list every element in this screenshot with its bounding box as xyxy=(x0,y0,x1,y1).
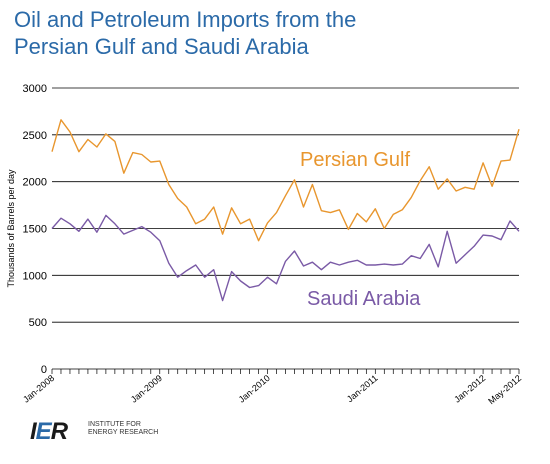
y-tick-label-1500: 1500 xyxy=(23,224,47,236)
y-axis-title: Thousands of Barrels per day xyxy=(6,169,16,288)
x-tick-label-Jan-2010: Jan-2010 xyxy=(237,373,272,405)
x-tick-label-May-2012: May-2012 xyxy=(486,373,523,406)
y-tick-label-2500: 2500 xyxy=(23,130,47,142)
y-tick-label-2000: 2000 xyxy=(23,177,47,189)
logo-line-2: ENERGY RESEARCH xyxy=(88,429,159,436)
chart-title: Oil and Petroleum Imports from the Persi… xyxy=(14,6,356,60)
y-tick-label-0: 0 xyxy=(41,364,47,376)
y-tick-label-500: 500 xyxy=(29,317,47,329)
x-tick-label-Jan-2009: Jan-2009 xyxy=(129,373,164,405)
chart-title-line-1: Oil and Petroleum Imports from the xyxy=(14,7,357,32)
series-line-saudi-arabia xyxy=(51,214,520,302)
series-line-persian-gulf xyxy=(51,119,520,242)
annotation-persian-gulf: Persian Gulf xyxy=(300,149,410,171)
annotation-saudi-arabia: Saudi Arabia xyxy=(307,288,421,310)
x-tick-label-Jan-2008: Jan-2008 xyxy=(21,373,56,405)
logo-mark: IER xyxy=(30,418,68,445)
x-tick-label-Jan-2011: Jan-2011 xyxy=(345,373,380,404)
logo-text: INSTITUTE FOR ENERGY RESEARCH xyxy=(88,421,158,437)
chart-title-line-2: Persian Gulf and Saudi Arabia xyxy=(14,34,309,59)
x-tick-label-Jan-2012: Jan-2012 xyxy=(452,373,487,405)
y-tick-label-3000: 3000 xyxy=(23,83,47,95)
logo-line-1: INSTITUTE FOR xyxy=(88,421,141,428)
y-tick-label-1000: 1000 xyxy=(23,270,47,282)
